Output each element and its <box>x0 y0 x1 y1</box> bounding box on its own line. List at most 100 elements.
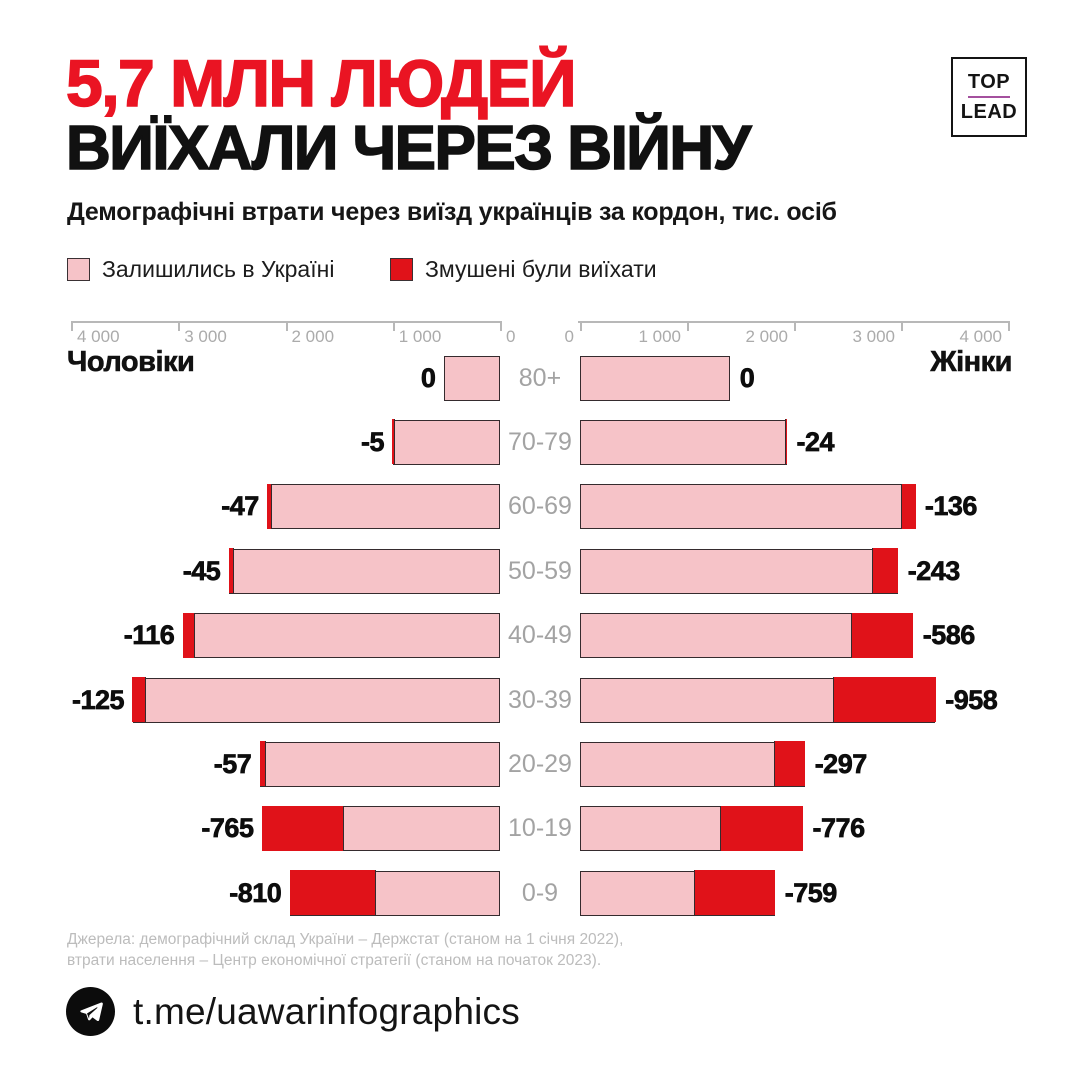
axis-tick-label-left: 4 000 <box>77 327 120 346</box>
male-bar <box>289 870 500 916</box>
female-bar <box>580 612 914 659</box>
male-departed-segment <box>267 483 273 529</box>
female-value-label: -776 <box>812 813 865 844</box>
male-departed-segment <box>228 548 234 594</box>
axis-tick-left <box>285 321 288 331</box>
telegram-link[interactable]: t.me/uawarinfographics <box>133 990 520 1032</box>
female-value-label: -136 <box>924 491 978 522</box>
female-bar <box>580 805 804 852</box>
axis-tick-label-right: 1 000 <box>638 327 681 346</box>
female-departed-segment <box>694 870 776 916</box>
legend-label-remained: Залишились в Україні <box>102 255 335 282</box>
female-departed-segment <box>784 419 788 465</box>
male-bar <box>228 548 500 594</box>
axis-tick-label-left: 0 <box>506 327 516 346</box>
source-note: Джерела: демографічний склад України – Д… <box>67 929 623 971</box>
footer: t.me/uawarinfographics <box>66 987 520 1036</box>
legend-swatch-red <box>390 257 413 281</box>
source-line-2: втрати населення – Центр економічної стр… <box>67 952 602 969</box>
telegram-icon <box>66 987 115 1036</box>
age-group-label: 40-49 <box>508 621 572 650</box>
age-group-label: 50-59 <box>508 556 572 585</box>
axis-tick-label-right: 4 000 <box>959 327 1002 346</box>
female-departed-segment <box>850 612 914 658</box>
age-group-label: 10-19 <box>508 814 572 843</box>
female-value-label: -759 <box>784 877 837 908</box>
male-bar <box>444 355 500 401</box>
female-bar <box>580 676 936 723</box>
chart-subtitle: Демографічні втрати через виїзд українці… <box>67 198 837 226</box>
male-value-label: -45 <box>182 555 221 586</box>
axis-tick-right <box>687 321 689 331</box>
axis-tick-right <box>580 321 582 331</box>
age-group-label: 0-9 <box>521 878 559 907</box>
female-value-label: 0 <box>739 362 755 393</box>
male-departed-segment <box>259 741 266 787</box>
group-label-women: Жінки <box>930 346 1013 379</box>
axis-tick-right <box>794 321 796 331</box>
source-line-1: Джерела: демографічний склад України – Д… <box>67 931 624 948</box>
axis-tick-left <box>178 321 181 331</box>
axis-tick-right <box>901 321 903 331</box>
axis-tick-label-left: 2 000 <box>291 327 335 346</box>
age-group-label: 80+ <box>518 363 562 392</box>
female-departed-segment <box>900 483 916 529</box>
female-departed-segment <box>773 741 806 787</box>
male-departed-segment <box>261 805 344 851</box>
axis-tick-left <box>71 321 73 331</box>
female-value-label: -586 <box>922 620 975 651</box>
male-bar <box>182 612 500 659</box>
male-value-label: -5 <box>360 426 385 458</box>
toplead-logo: TOP LEAD <box>951 57 1027 137</box>
female-departed-segment <box>720 805 804 851</box>
female-bar <box>580 419 788 465</box>
male-value-label: -57 <box>213 748 252 780</box>
female-bar <box>580 355 730 401</box>
age-group-label: 60-69 <box>508 492 572 521</box>
female-departed-segment <box>833 676 936 722</box>
axis-tick-label-left: 3 000 <box>184 327 227 346</box>
group-label-men: Чоловіки <box>67 346 195 379</box>
axis-tick-label-right: 3 000 <box>852 327 895 346</box>
legend-item-remained: Залишились в Україні <box>67 256 334 282</box>
female-bar <box>580 483 916 530</box>
male-departed-segment <box>392 419 395 465</box>
female-bar <box>580 741 806 787</box>
age-group-label: 70-79 <box>508 427 572 456</box>
male-bar <box>259 741 500 787</box>
female-bar <box>580 870 776 916</box>
male-value-label: 0 <box>420 362 437 393</box>
male-value-label: -810 <box>229 877 282 908</box>
male-bar <box>132 676 500 723</box>
male-value-label: -47 <box>221 491 260 522</box>
female-value-label: -243 <box>907 555 960 586</box>
male-value-label: -116 <box>123 620 175 651</box>
logo-text-bottom: LEAD <box>960 101 1018 123</box>
headline-top: 5,7 МЛН ЛЮДЕЙ <box>65 46 577 120</box>
female-bar <box>580 548 899 594</box>
axis-tick-label-right: 0 <box>564 327 574 346</box>
age-group-label: 30-39 <box>508 685 572 714</box>
male-departed-segment <box>289 870 377 916</box>
logo-text-top: TOP <box>967 71 1011 93</box>
paper-plane-glyph <box>79 1002 103 1021</box>
male-departed-segment <box>132 676 146 722</box>
male-departed-segment <box>182 612 196 658</box>
axis-tick-label-right: 2 000 <box>745 327 788 346</box>
male-bar <box>267 483 500 530</box>
legend-swatch-pink <box>67 257 90 281</box>
female-departed-segment <box>872 548 899 594</box>
age-group-label: 20-29 <box>508 749 572 778</box>
axis-tick-label-left: 1 000 <box>398 327 442 346</box>
female-value-label: -297 <box>814 748 867 780</box>
legend-item-departed: Змушені були виїхати <box>390 256 657 282</box>
male-value-label: -125 <box>71 684 125 715</box>
legend-label-departed: Змушені були виїхати <box>425 255 657 282</box>
axis-tick-left <box>500 321 502 331</box>
male-value-label: -765 <box>201 813 254 844</box>
female-value-label: -24 <box>796 426 835 458</box>
female-value-label: -958 <box>945 684 998 715</box>
headline-bottom: ВИЇХАЛИ ЧЕРЕЗ ВІЙНУ <box>65 114 752 183</box>
axis-tick-left <box>392 321 395 331</box>
